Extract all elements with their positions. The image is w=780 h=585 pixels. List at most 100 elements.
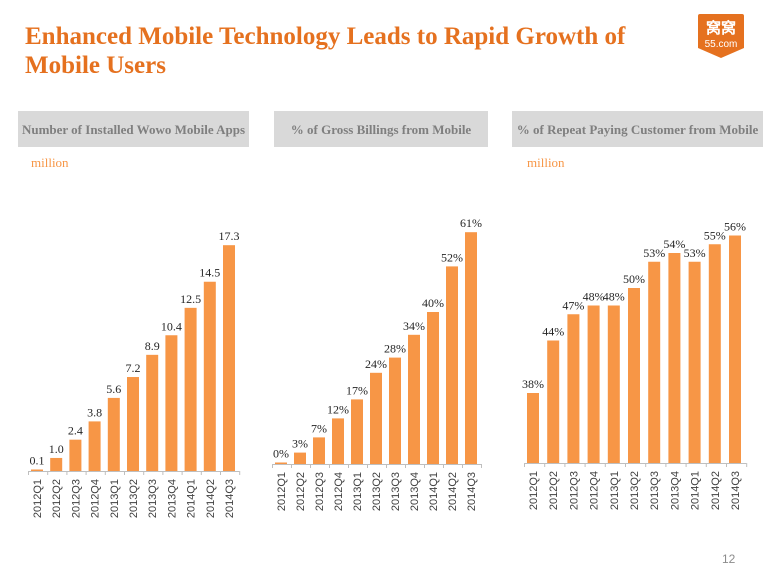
bar-2014Q1 (688, 261, 701, 463)
x-tick-label: 2013Q3 (390, 472, 402, 511)
bar-2013Q3 (389, 357, 401, 464)
x-tick-label: 2012Q3 (70, 479, 82, 518)
data-label: 14.5 (199, 266, 220, 280)
x-tick-label: 2014Q1 (690, 471, 702, 510)
chart-gross-billings: 0% 2012Q1 3% 2012Q2 7% 2012Q3 12% 2012Q4 17% 2013… (272, 216, 482, 511)
x-tick-label: 2012Q1 (276, 472, 288, 511)
logo-top-text: 窝窝 (706, 19, 736, 37)
wowo-logo: 窝窝 55.com (698, 14, 744, 58)
data-label: 0.1 (30, 454, 45, 468)
bar-2012Q1 (31, 469, 43, 471)
x-tick-label: 2013Q1 (352, 472, 364, 511)
bar-2013Q1 (107, 397, 120, 471)
data-label: 38% (522, 377, 544, 391)
bar-2014Q3 (223, 245, 235, 471)
data-label: 34% (403, 319, 425, 333)
x-tick-label: 2013Q2 (371, 472, 383, 511)
bar-2012Q1 (527, 393, 539, 463)
logo-bottom-text: 55.com (705, 39, 738, 50)
data-label: 10.4 (161, 319, 182, 333)
data-label: 48% (603, 290, 625, 304)
bar-2013Q4 (668, 253, 681, 463)
data-label: 50% (623, 272, 645, 286)
bar-2013Q4 (165, 335, 178, 471)
data-label: 53% (643, 246, 665, 260)
data-label: 12% (327, 402, 349, 416)
x-tick-label: 2014Q3 (730, 471, 742, 510)
data-label: 40% (422, 296, 444, 310)
bar-2013Q2 (127, 377, 139, 471)
data-label: 1.0 (49, 442, 64, 456)
logo-badge-shape (698, 14, 744, 58)
data-label: 47% (562, 298, 584, 312)
data-label: 55% (704, 228, 726, 242)
data-label: 54% (663, 237, 685, 251)
x-tick-label: 2013Q3 (649, 471, 661, 510)
data-label: 17.3 (219, 229, 240, 243)
data-label: 2.4 (68, 424, 83, 438)
data-label: 53% (684, 246, 706, 260)
data-label: 52% (441, 250, 463, 264)
x-tick-label: 2012Q2 (51, 479, 63, 518)
data-label: 0% (273, 447, 289, 461)
bar-2014Q3 (465, 232, 477, 464)
data-label: 56% (724, 220, 746, 234)
panel-header-gross-billings: % of Gross Billings from Mobile (274, 111, 488, 147)
data-label: 48% (583, 290, 605, 304)
x-tick-label: 2012Q1 (528, 471, 540, 510)
bar-2012Q3 (69, 439, 82, 471)
bar-2013Q1 (351, 399, 363, 464)
x-tick-label: 2014Q3 (466, 472, 478, 511)
x-tick-label: 2014Q1 (186, 479, 198, 518)
unit-label-installed-apps: million (31, 155, 69, 170)
x-tick-label: 2012Q4 (333, 472, 345, 511)
unit-label-repeat-customers: million (527, 155, 565, 170)
panel-header-repeat-customers: % of Repeat Paying Customer from Mobile (512, 111, 763, 147)
bar-2014Q1 (184, 307, 197, 471)
x-tick-label: 2013Q4 (669, 471, 681, 510)
bar-2013Q3 (146, 354, 159, 471)
bar-2014Q2 (446, 266, 458, 464)
data-label: 28% (384, 342, 406, 356)
x-tick-label: 2012Q2 (548, 471, 560, 510)
chart-repeat-customers: 38% 2012Q1 44% 2012Q2 47% 2012Q3 48% 2012Q4 48% 2… (522, 220, 748, 510)
x-tick-label: 2013Q4 (166, 479, 178, 518)
bar-2012Q3 (567, 314, 580, 463)
x-tick-label: 2012Q3 (314, 472, 326, 511)
bar-2012Q2 (547, 340, 560, 463)
bar-2012Q4 (332, 418, 344, 464)
x-tick-label: 2012Q2 (295, 472, 307, 511)
page-number: 12 (722, 552, 736, 566)
data-label: 61% (460, 216, 482, 230)
bar-2013Q1 (607, 305, 620, 463)
bar-2012Q3 (313, 437, 325, 464)
bar-2013Q4 (408, 334, 420, 464)
panel-header-installed-apps: Number of Installed Wowo Mobile Apps (18, 111, 249, 147)
slide-title: Enhanced Mobile Technology Leads to Rapi… (25, 23, 626, 79)
data-label: 5.6 (106, 382, 121, 396)
bar-2013Q2 (370, 372, 382, 464)
x-tick-label: 2014Q3 (224, 479, 236, 518)
data-label: 7% (311, 421, 327, 435)
x-tick-label: 2012Q3 (568, 471, 580, 510)
bar-2012Q1 (275, 462, 287, 464)
bar-2014Q2 (203, 281, 216, 471)
x-tick-label: 2012Q4 (589, 471, 601, 510)
data-label: 12.5 (180, 292, 201, 306)
data-label: 3.8 (87, 405, 102, 419)
bar-2012Q4 (88, 421, 101, 471)
data-label: 17% (346, 383, 368, 397)
chart-installed-apps: 0.1 2012Q1 1.0 2012Q2 2.4 2012Q3 3.8 2012Q4 5.6 2… (28, 229, 241, 518)
x-tick-label: 2013Q4 (409, 472, 421, 511)
x-tick-label: 2012Q4 (90, 479, 102, 518)
bar-2013Q3 (648, 261, 661, 463)
data-label: 8.9 (145, 339, 160, 353)
bar-2014Q2 (708, 244, 721, 463)
x-tick-label: 2012Q1 (32, 479, 44, 518)
x-tick-label: 2014Q2 (710, 471, 722, 510)
data-label: 44% (542, 325, 564, 339)
x-tick-label: 2014Q1 (428, 472, 440, 511)
data-label: 3% (292, 437, 308, 451)
x-tick-label: 2013Q1 (609, 471, 621, 510)
